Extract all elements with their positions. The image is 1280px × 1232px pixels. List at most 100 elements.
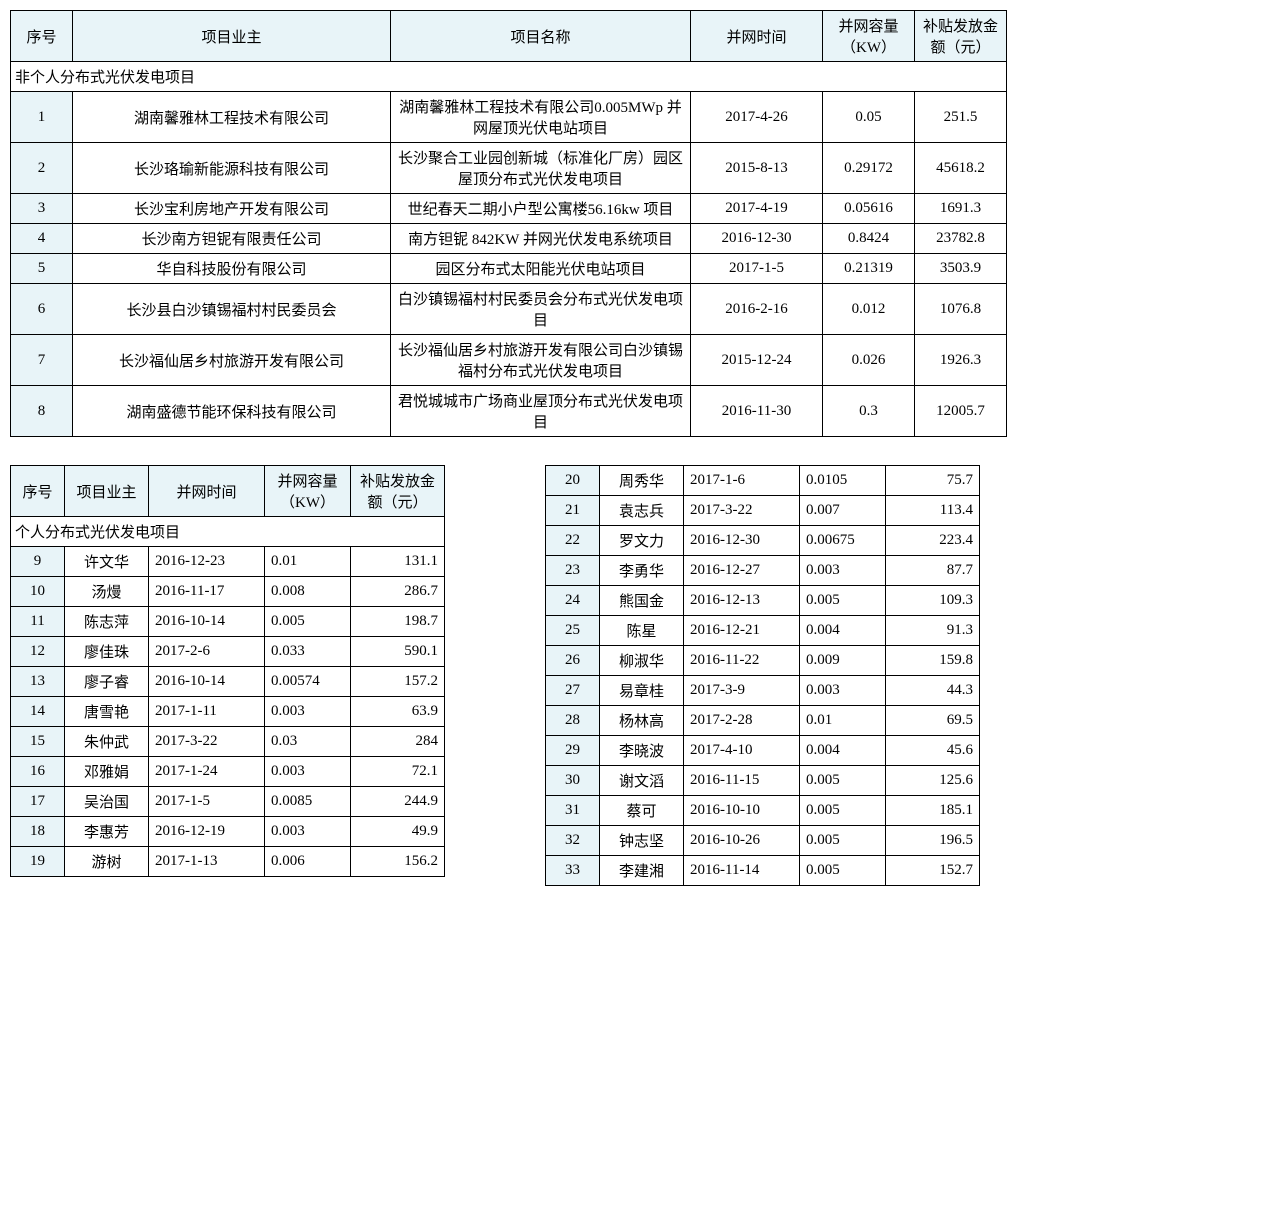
cell-capacity: 0.21319	[823, 254, 915, 284]
cell-date: 2016-11-17	[149, 577, 265, 607]
cell-owner: 陈志萍	[65, 607, 149, 637]
table-row: 29李晓波2017-4-100.00445.6	[546, 736, 980, 766]
header-seq: 序号	[11, 466, 65, 517]
cell-capacity: 0.005	[800, 796, 886, 826]
cell-seq: 12	[11, 637, 65, 667]
cell-amount: 286.7	[351, 577, 445, 607]
header-owner: 项目业主	[73, 11, 391, 62]
cell-seq: 11	[11, 607, 65, 637]
cell-date: 2016-2-16	[691, 284, 823, 335]
cell-date: 2016-11-15	[684, 766, 800, 796]
cell-owner: 吴治国	[65, 787, 149, 817]
table-row: 10汤熳2016-11-170.008286.7	[11, 577, 445, 607]
cell-amount: 590.1	[351, 637, 445, 667]
cell-owner: 长沙县白沙镇锡福村村民委员会	[73, 284, 391, 335]
cell-date: 2017-1-13	[149, 847, 265, 877]
cell-amount: 69.5	[886, 706, 980, 736]
table-row: 17吴治国2017-1-50.0085244.9	[11, 787, 445, 817]
cell-name: 白沙镇锡福村村民委员会分布式光伏发电项目	[391, 284, 691, 335]
cell-date: 2016-10-10	[684, 796, 800, 826]
table-row: 20周秀华2017-1-60.010575.7	[546, 466, 980, 496]
cell-capacity: 0.03	[265, 727, 351, 757]
cell-owner: 唐雪艳	[65, 697, 149, 727]
cell-owner: 廖佳珠	[65, 637, 149, 667]
cell-amount: 72.1	[351, 757, 445, 787]
cell-owner: 廖子睿	[65, 667, 149, 697]
cell-capacity: 0.033	[265, 637, 351, 667]
table-row: 28杨林高2017-2-280.0169.5	[546, 706, 980, 736]
table-row: 21袁志兵2017-3-220.007113.4	[546, 496, 980, 526]
table-row: 31蔡可2016-10-100.005185.1	[546, 796, 980, 826]
cell-seq: 28	[546, 706, 600, 736]
cell-date: 2017-1-6	[684, 466, 800, 496]
cell-capacity: 0.008	[265, 577, 351, 607]
table-header-row: 序号 项目业主 并网时间 并网容量（KW） 补贴发放金额（元）	[11, 466, 445, 517]
cell-name: 南方钽铌 842KW 并网光伏发电系统项目	[391, 224, 691, 254]
cell-date: 2015-12-24	[691, 335, 823, 386]
cell-owner: 袁志兵	[600, 496, 684, 526]
table-row: 33李建湘2016-11-140.005152.7	[546, 856, 980, 886]
header-date: 并网时间	[691, 11, 823, 62]
cell-capacity: 0.004	[800, 616, 886, 646]
cell-owner: 李建湘	[600, 856, 684, 886]
cell-capacity: 0.005	[800, 856, 886, 886]
cell-date: 2017-3-9	[684, 676, 800, 706]
table-row: 9许文华2016-12-230.01131.1	[11, 547, 445, 577]
cell-name: 长沙福仙居乡村旅游开发有限公司白沙镇锡福村分布式光伏发电项目	[391, 335, 691, 386]
cell-date: 2016-12-30	[691, 224, 823, 254]
cell-owner: 李晓波	[600, 736, 684, 766]
cell-seq: 32	[546, 826, 600, 856]
table-row: 25陈星2016-12-210.00491.3	[546, 616, 980, 646]
cell-seq: 14	[11, 697, 65, 727]
cell-date: 2016-12-13	[684, 586, 800, 616]
section-header-row: 非个人分布式光伏发电项目	[11, 62, 1007, 92]
cell-seq: 17	[11, 787, 65, 817]
cell-date: 2017-1-5	[149, 787, 265, 817]
cell-name: 长沙聚合工业园创新城（标准化厂房）园区屋顶分布式光伏发电项目	[391, 143, 691, 194]
cell-seq: 26	[546, 646, 600, 676]
cell-date: 2017-1-24	[149, 757, 265, 787]
cell-capacity: 0.003	[800, 676, 886, 706]
cell-seq: 23	[546, 556, 600, 586]
cell-seq: 18	[11, 817, 65, 847]
table-row: 7长沙福仙居乡村旅游开发有限公司长沙福仙居乡村旅游开发有限公司白沙镇锡福村分布式…	[11, 335, 1007, 386]
cell-capacity: 0.005	[800, 826, 886, 856]
cell-owner: 长沙南方钽铌有限责任公司	[73, 224, 391, 254]
cell-amount: 87.7	[886, 556, 980, 586]
cell-date: 2016-11-14	[684, 856, 800, 886]
cell-amount: 125.6	[886, 766, 980, 796]
cell-capacity: 0.01	[265, 547, 351, 577]
cell-amount: 152.7	[886, 856, 980, 886]
cell-seq: 9	[11, 547, 65, 577]
table-row: 5华自科技股份有限公司园区分布式太阳能光伏电站项目2017-1-50.21319…	[11, 254, 1007, 284]
header-date: 并网时间	[149, 466, 265, 517]
table-row: 6长沙县白沙镇锡福村村民委员会白沙镇锡福村村民委员会分布式光伏发电项目2016-…	[11, 284, 1007, 335]
table-row: 19游树2017-1-130.006156.2	[11, 847, 445, 877]
table-row: 18李惠芳2016-12-190.00349.9	[11, 817, 445, 847]
cell-owner: 汤熳	[65, 577, 149, 607]
table-header-row: 序号 项目业主 项目名称 并网时间 并网容量（KW） 补贴发放金额（元）	[11, 11, 1007, 62]
section-title: 个人分布式光伏发电项目	[11, 517, 445, 547]
cell-date: 2017-1-11	[149, 697, 265, 727]
cell-amount: 1076.8	[915, 284, 1007, 335]
cell-name: 湖南馨雅林工程技术有限公司0.005MWp 并网屋顶光伏电站项目	[391, 92, 691, 143]
table-row: 3长沙宝利房地产开发有限公司世纪春天二期小户型公寓楼56.16kw 项目2017…	[11, 194, 1007, 224]
cell-seq: 3	[11, 194, 73, 224]
header-amount: 补贴发放金额（元）	[351, 466, 445, 517]
cell-capacity: 0.009	[800, 646, 886, 676]
cell-capacity: 0.005	[265, 607, 351, 637]
cell-capacity: 0.012	[823, 284, 915, 335]
cell-capacity: 0.003	[265, 757, 351, 787]
table-row: 11陈志萍2016-10-140.005198.7	[11, 607, 445, 637]
cell-date: 2016-11-30	[691, 386, 823, 437]
cell-date: 2015-8-13	[691, 143, 823, 194]
cell-capacity: 0.05616	[823, 194, 915, 224]
cell-amount: 157.2	[351, 667, 445, 697]
cell-amount: 45.6	[886, 736, 980, 766]
cell-owner: 熊国金	[600, 586, 684, 616]
cell-owner: 许文华	[65, 547, 149, 577]
cell-owner: 朱仲武	[65, 727, 149, 757]
cell-capacity: 0.3	[823, 386, 915, 437]
cell-owner: 柳淑华	[600, 646, 684, 676]
cell-amount: 156.2	[351, 847, 445, 877]
